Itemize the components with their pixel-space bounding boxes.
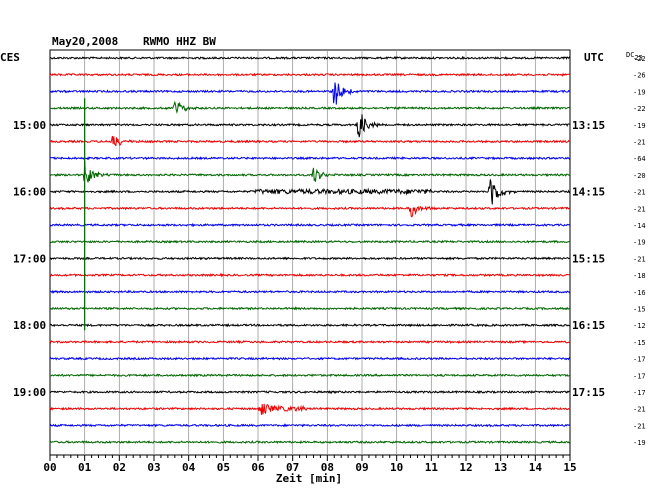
left-time-label: 18:00 xyxy=(13,319,46,332)
right-time-label: 15:15 xyxy=(572,252,605,265)
x-tick-label: 04 xyxy=(182,461,196,474)
dc-offset-label: -21 xyxy=(633,205,646,213)
x-tick-label: 13 xyxy=(494,461,507,474)
trace-row-3 xyxy=(49,100,571,114)
trace-row-13 xyxy=(49,272,571,278)
dc-offset-label: -14 xyxy=(633,222,646,230)
dc-offset-label: -64 xyxy=(633,155,646,163)
trace-row-14 xyxy=(49,289,571,294)
grid-lines xyxy=(84,50,536,455)
plot-border xyxy=(49,49,571,456)
x-tick-label: 08 xyxy=(321,461,334,474)
x-tick-label: 00 xyxy=(43,461,56,474)
trace-row-7 xyxy=(49,160,571,183)
trace-row-18 xyxy=(49,356,571,361)
right-zone-label: UTC xyxy=(584,51,604,64)
plot-frame xyxy=(49,49,571,456)
trace-row-17 xyxy=(49,339,571,345)
trace-row-23 xyxy=(49,439,571,445)
dc-offset-label: -19 xyxy=(633,88,646,96)
dc-offset-label: -12 xyxy=(633,322,646,330)
x-axis: 00 01 02 03 04 05 06 07 08 09 10 11 12 13 14 15 xyxy=(43,455,577,474)
trace-row-6 xyxy=(49,156,571,161)
trace-row-22 xyxy=(49,423,571,428)
dc-offset-label: -15 xyxy=(633,339,646,347)
traces xyxy=(49,55,571,445)
trace-row-16 xyxy=(49,323,571,328)
dc-offset-label: -21 xyxy=(633,139,646,147)
right-time-label: 17:15 xyxy=(572,386,605,399)
dc-offset-label: -22 xyxy=(633,55,646,63)
dc-offset-label: -26 xyxy=(633,72,646,80)
trace-row-9 xyxy=(49,205,571,218)
dc-offset-label: -17 xyxy=(633,389,646,397)
x-tick-label: 01 xyxy=(78,461,92,474)
trace-row-19 xyxy=(49,373,571,378)
x-tick-label: 15 xyxy=(563,461,576,474)
trace-row-11 xyxy=(49,239,571,244)
dc-offset-label: -17 xyxy=(633,356,646,364)
dc-offset-label: -19 xyxy=(633,122,646,130)
x-tick-label: 10 xyxy=(390,461,403,474)
left-time-label: 17:00 xyxy=(13,252,46,265)
x-tick-label: 05 xyxy=(217,461,230,474)
dc-offset-label: -16 xyxy=(633,289,646,297)
dc-offset-label: -15 xyxy=(633,306,646,314)
left-time-label: 19:00 xyxy=(13,386,46,399)
dc-offset-label: -19 xyxy=(633,439,646,447)
trace-row-0 xyxy=(49,55,571,61)
dc-offset-label: -18 xyxy=(633,272,646,280)
dc-label: DC25 xyxy=(626,51,643,62)
right-time-label: 13:15 xyxy=(572,119,605,132)
dc-offset-labels: -22 -26 -19 -22 -19 -21 -64 -20 -21 -21 -14 -19 -21 -… xyxy=(633,55,646,447)
x-tick-label: 07 xyxy=(286,461,299,474)
dc-offset-label: -22 xyxy=(633,105,646,113)
dc-offset-label: -20 xyxy=(633,172,646,180)
trace-row-21 xyxy=(49,403,571,415)
x-tick-label: 12 xyxy=(459,461,472,474)
x-tick-label: 03 xyxy=(147,461,160,474)
right-time-label: 14:15 xyxy=(572,186,605,199)
dc-offset-label: -21 xyxy=(633,255,646,263)
dc-offset-label: -19 xyxy=(633,239,646,247)
left-time-label: 15:00 xyxy=(13,119,46,132)
x-axis-label: Zeit [min] xyxy=(276,472,342,485)
trace-row-10 xyxy=(49,222,571,228)
date-label: May20,2008 xyxy=(52,35,118,48)
trace-row-4 xyxy=(49,114,571,138)
trace-row-1 xyxy=(49,72,571,77)
left-zone-label: CES xyxy=(0,51,20,64)
x-tick-label: 06 xyxy=(251,461,265,474)
station-label: RWMO HHZ BW xyxy=(143,35,216,48)
trace-row-15 xyxy=(49,306,571,311)
trace-row-5 xyxy=(49,135,570,147)
time-labels: 15:00 16:00 17:00 18:00 19:00 13:15 14:15 15:15… xyxy=(13,119,605,399)
x-tick-label: 11 xyxy=(425,461,439,474)
trace-row-20 xyxy=(49,389,571,395)
x-tick-label: 14 xyxy=(529,461,543,474)
x-tick-label: 09 xyxy=(355,461,368,474)
trace-row-8 xyxy=(49,179,571,205)
x-tick-label: 02 xyxy=(113,461,126,474)
right-time-label: 16:15 xyxy=(572,319,605,332)
dc-offset-label: -21 xyxy=(633,422,646,430)
dc-offset-label: -17 xyxy=(633,372,646,380)
dc-offset-label: -21 xyxy=(633,189,646,197)
trace-row-12 xyxy=(49,256,571,261)
dc-offset-label: -21 xyxy=(633,406,646,414)
left-time-label: 16:00 xyxy=(13,186,46,199)
trace-row-2 xyxy=(49,82,571,105)
